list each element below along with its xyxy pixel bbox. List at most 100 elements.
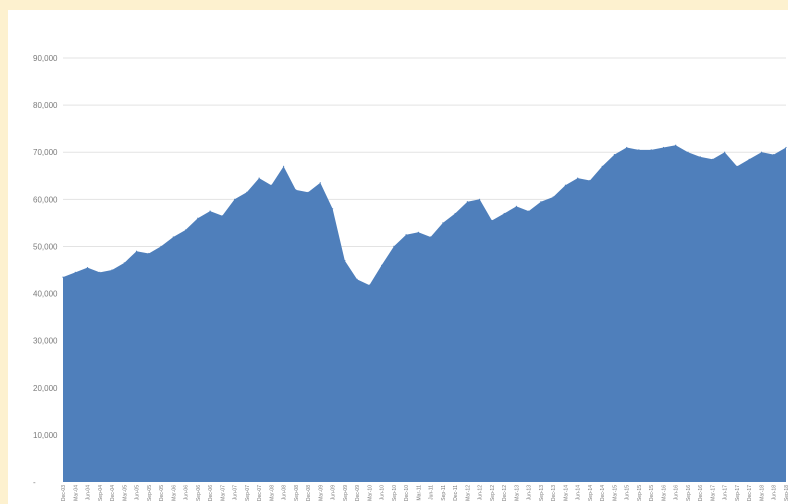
data-point [344,260,346,262]
x-tick-label: Dec-05 [159,485,165,501]
data-point [368,284,370,286]
x-tick-label: Dec-13 [551,485,557,501]
x-tick-label: Mar-17 [710,485,716,501]
data-point [515,205,517,207]
data-point [356,278,358,280]
x-tick-label: Jun-18 [772,485,778,501]
x-tick-label: Jun-10 [380,485,386,501]
data-point [258,177,260,179]
x-tick-label: Dec-08 [306,485,312,501]
x-tick-label: Mar-12 [465,485,471,501]
x-tick-label: Jun-11 [429,485,435,500]
x-tick-label: Sep-13 [539,485,545,501]
x-tick-label: Jun-08 [282,485,288,501]
chart-frame: - 10,000 20,000 30,000 40,000 50,000 60,000 70,… [8,10,788,504]
x-tick-label: Dec-16 [698,485,704,501]
y-tick-label: 70,000 [33,148,58,157]
data-point [552,196,554,198]
data-point [319,182,321,184]
x-tick-label: Mar-05 [122,485,128,501]
data-point [99,271,101,273]
data-point [589,179,591,182]
data-point [675,144,677,146]
x-tick-label: Dec-09 [355,485,361,501]
data-point [454,212,456,215]
x-tick-label: Sep-07 [245,485,251,501]
data-point [234,198,236,200]
data-point [479,198,481,200]
data-point [760,151,763,153]
x-tick-label: Jun-15 [625,485,631,501]
data-point [246,191,248,193]
y-axis-ticks: - 10,000 20,000 30,000 40,000 50,000 60,000 70,… [33,54,58,487]
x-tick-label: Sep-18 [784,485,788,501]
y-tick-label: 40,000 [33,290,58,299]
x-tick-label: Dec-10 [404,485,410,501]
x-tick-label: Sep-09 [343,485,349,501]
x-axis-ticks: Dec-03 Mar-04 Jun-04 Sep-04 Dec-04 Mar-05 Jun-… [61,485,788,501]
x-tick-label: Mar-15 [612,485,618,501]
data-point [221,215,223,217]
data-point [111,269,113,271]
series-area-layer [62,144,787,482]
x-tick-label: Mar-06 [171,485,177,501]
data-point [417,231,419,233]
data-point [283,165,285,167]
x-tick-label: Sep-14 [588,485,594,501]
x-tick-label: Mar-07 [220,485,226,501]
x-tick-label: Sep-15 [637,485,643,501]
x-tick-label: Jun-04 [86,485,92,501]
y-tick-label: 20,000 [33,384,58,393]
series-area [63,145,786,482]
x-tick-label: Mar-09 [318,485,324,501]
data-point [135,250,138,252]
x-tick-label: Dec-04 [110,485,116,501]
data-point [724,151,726,153]
data-point [687,151,689,153]
data-point [184,229,187,231]
x-tick-label: Sep-16 [686,485,692,501]
x-tick-label: Jun-06 [184,485,190,501]
data-point [270,184,272,186]
data-point [172,236,174,238]
x-tick-label: Sep-10 [392,485,398,501]
y-tick-label: 10,000 [33,431,58,440]
data-point [638,149,640,151]
x-tick-label: Mar-13 [514,485,520,501]
x-tick-label: Dec-03 [61,485,67,501]
data-point [785,146,787,149]
data-point [430,236,432,238]
data-point [123,262,125,264]
data-point [62,276,64,278]
data-point [564,184,567,186]
x-tick-label: Dec-07 [257,485,263,501]
data-point [748,158,750,160]
x-tick-label: Jun-13 [527,485,533,501]
x-tick-label: Mar-14 [563,485,569,501]
x-tick-label: Sep-11 [441,485,447,501]
x-tick-label: Mar-08 [269,485,275,501]
x-tick-label: Sep-05 [147,485,153,501]
data-point [393,245,395,247]
x-tick-label: Jun-14 [576,485,582,501]
x-tick-label: Sep-06 [196,485,202,501]
data-point [699,156,701,158]
data-point [197,217,199,219]
data-point [503,212,505,215]
x-tick-label: Mar-18 [759,485,765,501]
data-point [577,177,579,179]
data-point [332,208,334,210]
data-point [491,219,493,222]
data-point [405,234,407,236]
x-tick-label: Mar-10 [367,485,373,501]
data-point [736,165,738,167]
x-tick-label: Jun-12 [478,485,484,501]
data-point [307,191,309,193]
data-point [466,201,468,203]
y-tick-label: 50,000 [33,242,58,251]
data-point [148,252,150,255]
x-tick-label: Dec-12 [502,485,508,501]
data-point [86,267,89,269]
data-point [160,245,162,247]
x-tick-label: Dec-11 [453,485,459,501]
